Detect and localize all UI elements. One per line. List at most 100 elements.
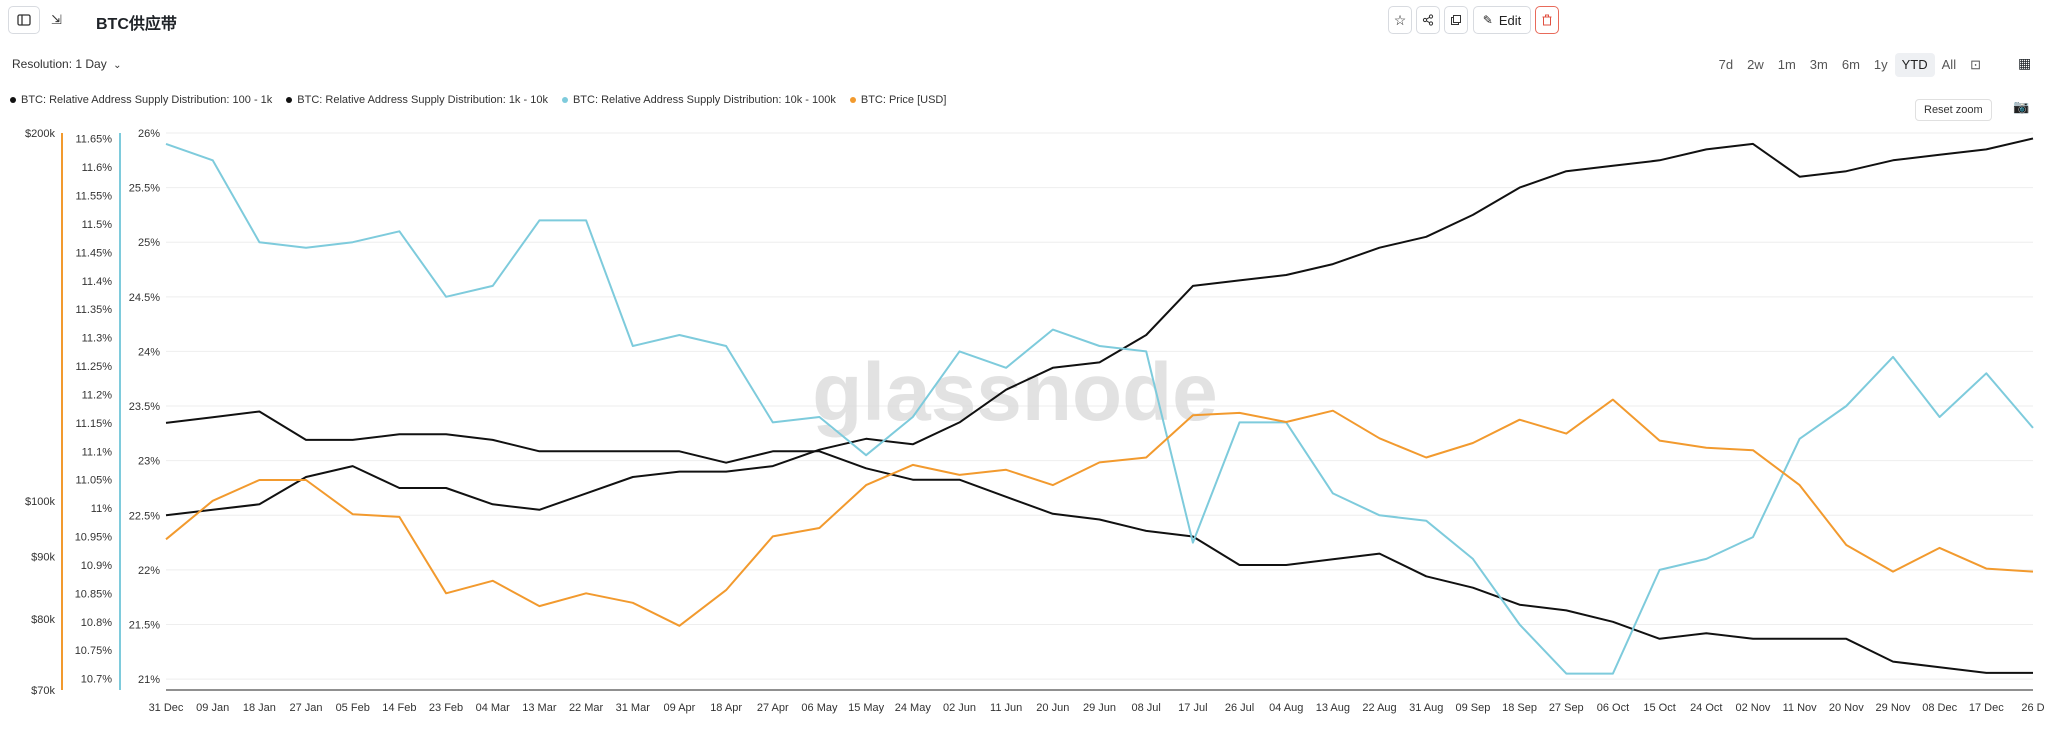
- mid-axis-tick-label: 10.95%: [75, 532, 113, 544]
- x-axis-tick-label: 29 Nov: [1876, 702, 1911, 714]
- watermark: glassnode: [812, 347, 1218, 438]
- x-axis-tick-label: 04 Aug: [1269, 702, 1303, 714]
- star-icon: ☆: [1393, 11, 1407, 28]
- legend-dot: [561, 97, 568, 103]
- x-axis-tick-label: 31 Aug: [1409, 702, 1443, 714]
- range-ytd[interactable]: YTD: [1894, 53, 1935, 77]
- price-axis-tick-label: $90k: [31, 552, 55, 564]
- x-axis-tick-label: 24 Oct: [1690, 702, 1722, 714]
- series-line-1: [165, 137, 2034, 517]
- price-axis-tick-label: $70k: [31, 685, 55, 697]
- sidebar-toggle-button[interactable]: [8, 6, 40, 34]
- mid-axis-tick-label: 11.15%: [76, 418, 113, 430]
- mid-axis-tick-label: 10.8%: [81, 617, 112, 629]
- x-axis-tick-label: 15 May: [848, 702, 885, 714]
- range-7d[interactable]: 7d: [1718, 57, 1734, 72]
- legend-dot: [10, 97, 16, 103]
- x-axis-tick-label: 17 Dec: [1969, 702, 2004, 714]
- range-6m[interactable]: 6m: [1841, 57, 1860, 72]
- x-axis-tick-label: 17 Jul: [1178, 702, 1207, 714]
- edit-button[interactable]: ✎ Edit: [1473, 6, 1531, 34]
- mid-axis-tick-label: 11.1%: [82, 446, 113, 458]
- legend-dot: [286, 97, 293, 103]
- legend-label: BTC: Relative Address Supply Distributio…: [297, 94, 548, 106]
- left-axis-tick-label: 23.5%: [129, 401, 160, 413]
- x-axis-tick-label: 26 D: [2021, 702, 2044, 714]
- x-axis-tick-label: 14 Feb: [382, 702, 416, 714]
- left-axis-tick-label: 25%: [138, 237, 160, 249]
- price-axis-tick-label: $100k: [25, 496, 55, 508]
- left-axis-tick-label: 22.5%: [129, 510, 160, 522]
- range-all[interactable]: All: [1941, 57, 1957, 72]
- resolution-select[interactable]: Resolution: 1 Day ⌄: [12, 57, 121, 71]
- mid-axis-tick-label: 11.4%: [82, 276, 113, 288]
- left-axis-tick-label: 24%: [138, 346, 160, 358]
- left-axis-tick-label: 22%: [138, 565, 160, 577]
- range-2w[interactable]: 2w: [1747, 57, 1764, 72]
- calendar-icon[interactable]: ▦: [2018, 55, 2032, 71]
- mid-axis-tick-label: 11.5%: [82, 219, 113, 231]
- mid-axis-tick-label: 11.35%: [76, 304, 113, 316]
- range-3m[interactable]: 3m: [1809, 57, 1828, 72]
- chart-legend: BTC: Relative Address Supply Distributio…: [10, 94, 946, 106]
- range-1y[interactable]: 1y: [1873, 57, 1888, 72]
- x-axis-tick-label: 09 Sep: [1455, 702, 1490, 714]
- mid-axis-tick-label: 10.75%: [75, 645, 113, 657]
- x-axis-tick-label: 22 Aug: [1362, 702, 1396, 714]
- left-axis-tick-label: 26%: [138, 128, 160, 140]
- mid-axis-tick-label: 10.85%: [75, 588, 113, 600]
- pencil-icon: ✎: [1482, 13, 1493, 27]
- x-axis-tick-label: 27 Sep: [1549, 702, 1584, 714]
- x-axis-tick-label: 13 Mar: [522, 702, 557, 714]
- x-axis-tick-label: 15 Oct: [1643, 702, 1675, 714]
- mid-axis-tick-label: 11.55%: [76, 191, 113, 203]
- legend-item[interactable]: BTC: Relative Address Supply Distributio…: [561, 94, 836, 106]
- x-axis-tick-label: 04 Mar: [476, 702, 511, 714]
- range-1m[interactable]: 1m: [1777, 57, 1796, 72]
- mid-axis-tick-label: 11%: [91, 503, 112, 515]
- legend-item[interactable]: BTC: Relative Address Supply Distributio…: [10, 94, 272, 106]
- x-axis-tick-label: 09 Jan: [196, 702, 229, 714]
- mid-axis-tick-label: 11.45%: [76, 247, 113, 259]
- x-axis-tick-label: 05 Feb: [336, 702, 370, 714]
- favorite-button[interactable]: ☆: [1388, 6, 1412, 34]
- x-axis-tick-label: 11 Nov: [1783, 702, 1818, 714]
- left-axis-tick-label: 25.5%: [129, 183, 160, 195]
- series-line-2: [165, 410, 2033, 674]
- x-axis-tick-label: 29 Jun: [1083, 702, 1116, 714]
- zoom-select-icon[interactable]: ⊡: [1970, 57, 1981, 72]
- x-axis-tick-label: 20 Nov: [1829, 702, 1864, 714]
- page-title: BTC供应带: [96, 16, 177, 33]
- mid-axis-tick-label: 11.25%: [76, 361, 113, 373]
- legend-dot: [849, 97, 856, 103]
- share-icon: [1422, 14, 1434, 26]
- camera-icon[interactable]: 📷: [2013, 99, 2030, 114]
- x-axis-tick-label: 31 Dec: [149, 702, 184, 714]
- resolution-label: Resolution: 1 Day: [12, 57, 107, 71]
- x-axis-tick-label: 22 Mar: [569, 702, 604, 714]
- x-axis-tick-label: 06 May: [801, 702, 838, 714]
- mid-axis-tick-label: 10.9%: [81, 560, 112, 572]
- x-axis-tick-label: 31 Mar: [616, 702, 651, 714]
- x-axis-tick-label: 08 Jul: [1131, 702, 1160, 714]
- x-axis-tick-label: 18 Sep: [1502, 702, 1537, 714]
- x-axis-tick-label: 24 May: [895, 702, 932, 714]
- x-axis-tick-label: 18 Apr: [710, 702, 742, 714]
- left-axis-tick-label: 24.5%: [129, 292, 160, 304]
- x-axis-tick-label: 27 Apr: [757, 702, 789, 714]
- left-axis-tick-label: 21.5%: [129, 619, 160, 631]
- reset-zoom-button[interactable]: Reset zoom: [1915, 99, 1992, 121]
- legend-item[interactable]: BTC: Relative Address Supply Distributio…: [286, 94, 548, 106]
- delete-button[interactable]: [1535, 6, 1559, 34]
- price-axis-tick-label: $80k: [31, 614, 55, 626]
- legend-item[interactable]: BTC: Price [USD]: [849, 94, 947, 106]
- legend-label: BTC: Price [USD]: [860, 94, 947, 106]
- duplicate-button[interactable]: [1444, 6, 1468, 34]
- legend-label: BTC: Relative Address Supply Distributio…: [21, 94, 273, 106]
- price-axis-tick-label: $200k: [25, 128, 55, 140]
- mid-axis-tick-label: 11.05%: [76, 475, 113, 487]
- collapse-icon[interactable]: ⇲: [51, 12, 62, 27]
- left-axis-tick-label: 23%: [138, 456, 160, 468]
- share-button[interactable]: [1416, 6, 1440, 34]
